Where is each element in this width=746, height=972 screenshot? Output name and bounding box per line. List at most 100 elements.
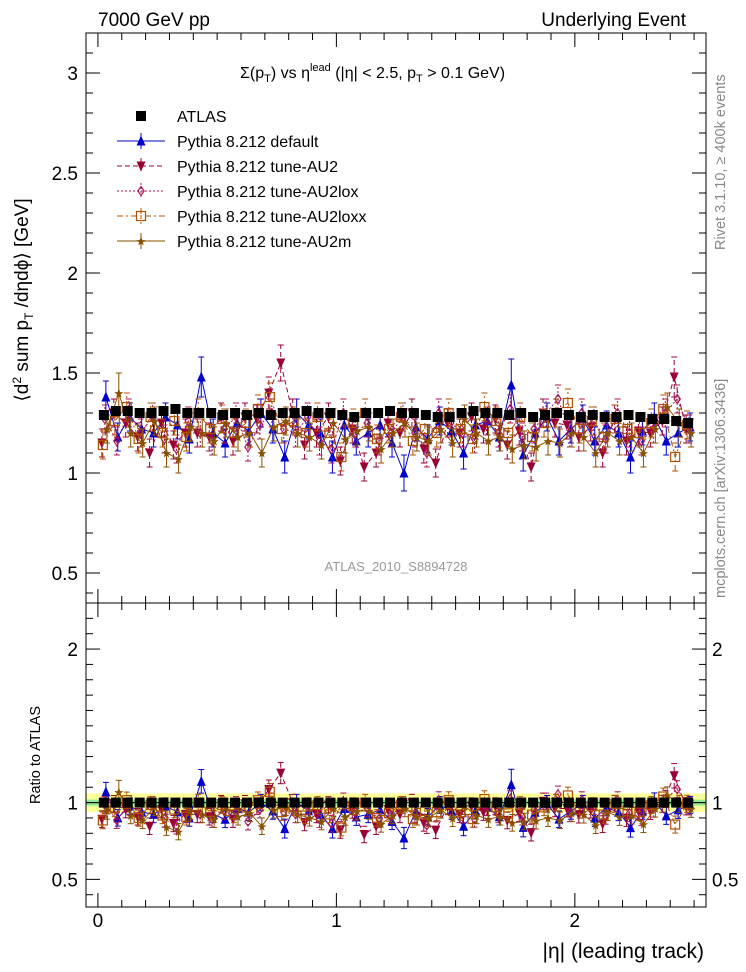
data-point	[563, 797, 574, 808]
data-point	[184, 812, 194, 823]
data-point	[359, 462, 369, 473]
data-point	[138, 438, 148, 448]
data-point	[507, 444, 517, 454]
data-point	[361, 408, 372, 418]
legend-label: Pythia 8.212 tune-AU2lox	[177, 184, 358, 201]
main-ylabel: ⟨d2 sum pT /dηdϕ⟩ [GeV]	[10, 198, 36, 401]
main-ytick-label: 1	[67, 464, 78, 485]
data-point	[110, 406, 121, 416]
data-point	[412, 432, 422, 442]
data-point	[436, 424, 446, 434]
data-point	[194, 408, 205, 418]
data-point	[337, 797, 348, 808]
data-point	[359, 829, 369, 840]
data-point	[134, 797, 145, 808]
data-point	[316, 427, 325, 438]
data-point	[325, 408, 336, 418]
data-point	[603, 428, 613, 438]
data-point	[516, 797, 527, 808]
data-point	[591, 448, 601, 458]
data-point	[277, 797, 288, 808]
data-point	[623, 797, 634, 808]
data-point	[281, 416, 291, 426]
ratio-plot-frame	[85, 602, 707, 908]
data-point	[611, 797, 622, 808]
data-point	[459, 820, 469, 831]
data-point	[352, 426, 362, 436]
data-point	[312, 809, 321, 820]
data-point	[276, 768, 286, 779]
data-point	[686, 428, 696, 438]
data-point	[647, 414, 658, 424]
data-point	[98, 797, 109, 808]
data-point	[253, 797, 264, 808]
data-point	[662, 790, 672, 800]
data-point	[300, 440, 310, 451]
data-point	[293, 428, 303, 438]
data-point	[683, 418, 694, 428]
data-point	[157, 418, 166, 429]
data-point	[170, 797, 181, 808]
data-point	[206, 797, 217, 808]
data-point	[472, 428, 481, 438]
data-point	[528, 797, 539, 808]
data-point	[206, 408, 217, 418]
data-point	[241, 797, 252, 808]
data-point	[102, 424, 112, 434]
data-point	[519, 440, 529, 450]
data-point	[611, 412, 622, 422]
data-point	[396, 408, 407, 418]
data-point	[218, 410, 229, 420]
legend-marker	[136, 236, 146, 246]
data-point	[180, 428, 190, 439]
data-point	[550, 418, 560, 429]
data-point	[444, 797, 455, 808]
data-point	[627, 432, 636, 442]
data-point	[364, 422, 374, 432]
data-point	[420, 410, 431, 420]
data-point	[540, 410, 551, 420]
x-axis-label: |η| (leading track)	[543, 940, 704, 963]
ratio-ytick-label: 2	[67, 640, 78, 661]
data-point	[336, 822, 347, 833]
data-point	[408, 408, 419, 418]
data-point	[376, 444, 386, 454]
data-point	[328, 804, 338, 814]
data-point	[432, 412, 443, 422]
data-point	[575, 412, 586, 422]
data-point	[230, 797, 241, 808]
data-point	[495, 432, 505, 442]
data-point	[233, 812, 243, 822]
data-point	[673, 783, 682, 795]
data-point	[436, 805, 446, 815]
data-point	[114, 787, 124, 797]
data-point	[637, 805, 647, 816]
data-point	[626, 451, 635, 462]
data-point	[289, 408, 300, 418]
ratio-axis-ticks: 0.5 0.5 1 1 2 2 0 1 2	[52, 603, 738, 932]
data-point	[650, 804, 660, 814]
data-point	[301, 406, 312, 416]
data-point	[349, 412, 360, 422]
header-right: Underlying Event	[541, 10, 686, 31]
data-point	[431, 458, 441, 469]
data-point	[504, 797, 515, 808]
data-point	[146, 408, 157, 418]
data-point	[448, 813, 458, 823]
data-point	[587, 797, 598, 808]
legend-label: Pythia 8.212 default	[177, 134, 319, 151]
data-point	[543, 436, 553, 446]
data-point	[327, 451, 337, 462]
data-point	[408, 797, 419, 808]
data-point	[502, 440, 512, 451]
data-point	[543, 813, 553, 823]
data-point	[551, 408, 562, 418]
data-point	[468, 797, 479, 808]
data-point	[169, 415, 180, 427]
data-point	[567, 428, 577, 438]
data-point	[185, 422, 195, 432]
data-point	[599, 797, 610, 808]
data-point	[269, 422, 279, 432]
data-point	[683, 797, 694, 808]
